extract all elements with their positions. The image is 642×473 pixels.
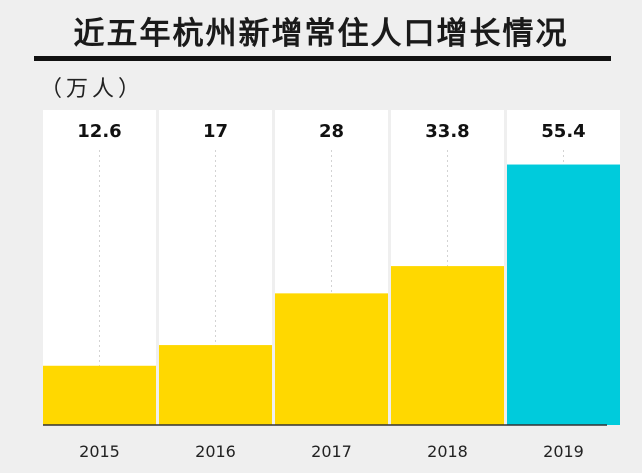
x-tick-2016: 2016 — [195, 442, 236, 461]
x-tick-2015: 2015 — [79, 442, 120, 461]
x-tick-labels: 2015 2016 2017 2018 2019 — [79, 442, 584, 461]
chart-title: 近五年杭州新增常住人口增长情况 — [73, 16, 569, 52]
value-labels: 12.6 17 28 33.8 55.4 — [77, 121, 585, 142]
x-tick-2019: 2019 — [543, 442, 584, 461]
bar-2017 — [275, 293, 388, 425]
value-label-2018: 33.8 — [425, 121, 469, 142]
value-label-2016: 17 — [203, 121, 228, 142]
x-tick-2017: 2017 — [311, 442, 352, 461]
bar-2019 — [507, 164, 620, 426]
bar-2016 — [159, 345, 272, 425]
value-label-2019: 55.4 — [541, 121, 585, 142]
unit-label: （万人） — [40, 77, 145, 102]
title-rule — [34, 56, 611, 61]
bar-2018 — [391, 266, 504, 425]
x-tick-2018: 2018 — [427, 442, 468, 461]
value-label-2015: 12.6 — [77, 121, 121, 142]
bars — [43, 164, 620, 426]
bar-2015 — [43, 365, 156, 425]
value-label-2017: 28 — [319, 121, 344, 142]
